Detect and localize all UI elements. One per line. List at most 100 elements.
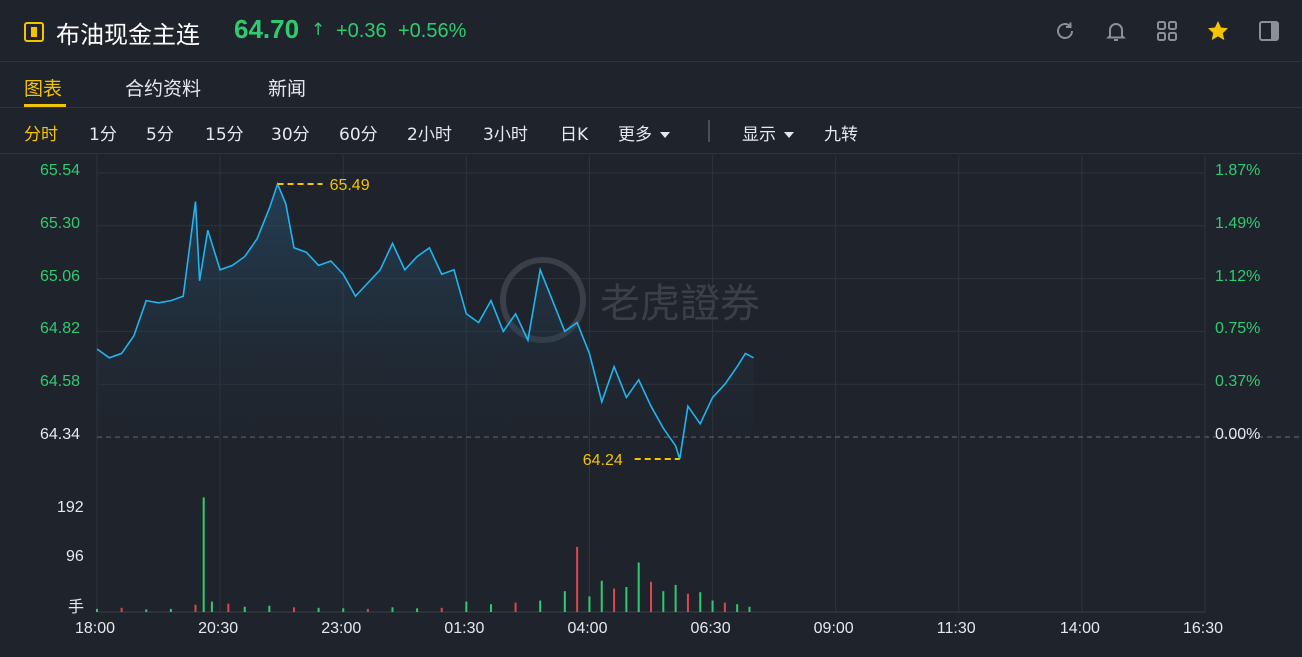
x-tick: 20:30 bbox=[198, 620, 239, 637]
watermark-text: 老虎證券 bbox=[600, 281, 760, 327]
active-tab-indicator bbox=[24, 104, 66, 107]
price-series: 65.49 64.24 bbox=[96, 177, 754, 469]
volume-bar bbox=[416, 608, 419, 612]
low-marker-label: 64.24 bbox=[583, 452, 623, 469]
volume-bar bbox=[243, 606, 246, 612]
refresh-icon[interactable] bbox=[1053, 19, 1077, 43]
period-bar: 分时 1分 5分 15分 30分 60分 2小时 3小时 日K 更多 显示 九转 bbox=[0, 108, 1302, 154]
tab-contract-info[interactable]: 合约资料 bbox=[125, 78, 202, 100]
volume-bar bbox=[613, 588, 616, 612]
volume-bar bbox=[465, 601, 468, 612]
x-tick: 06:30 bbox=[690, 620, 731, 637]
volume-bar bbox=[202, 497, 205, 612]
period-15min[interactable]: 15分 bbox=[205, 125, 244, 145]
period-2hour[interactable]: 2小时 bbox=[407, 125, 452, 145]
period-intraday[interactable]: 分时 bbox=[24, 125, 58, 145]
y-right-tick: 0.00% bbox=[1215, 426, 1261, 443]
volume-bar bbox=[662, 591, 665, 612]
y-right-tick: 1.12% bbox=[1215, 267, 1261, 285]
y-right-tick: 1.49% bbox=[1215, 214, 1261, 232]
volume-tick: 手 bbox=[68, 599, 85, 616]
volume-bar bbox=[317, 607, 320, 612]
contract-title: 布油现金主连 bbox=[56, 21, 200, 49]
display-dropdown[interactable]: 显示 bbox=[742, 120, 794, 145]
volume-bar bbox=[96, 608, 98, 612]
volume-bar bbox=[674, 584, 677, 612]
volume-bar bbox=[489, 604, 492, 612]
volume-bar bbox=[723, 602, 726, 612]
chevron-down-icon bbox=[784, 132, 794, 138]
period-30min[interactable]: 30分 bbox=[271, 125, 310, 145]
tab-news[interactable]: 新闻 bbox=[268, 78, 307, 100]
volume-bar bbox=[600, 580, 603, 612]
y-right-tick: 0.75% bbox=[1215, 320, 1261, 338]
up-arrow-icon: ↑ bbox=[311, 20, 326, 40]
volume-bar bbox=[145, 609, 148, 612]
x-tick: 16:30 bbox=[1183, 620, 1224, 637]
price-area bbox=[97, 184, 754, 459]
chart-area[interactable]: 老虎證券 65.49 64.24 65.54 65.30 65.06 64.82 64.5… bbox=[0, 155, 1302, 653]
tab-chart[interactable]: 图表 bbox=[24, 78, 63, 100]
volume-bar bbox=[650, 581, 652, 612]
chart-svg[interactable]: 老虎證券 65.49 64.24 bbox=[0, 155, 1302, 653]
period-60min[interactable]: 60分 bbox=[339, 125, 378, 145]
display-label: 显示 bbox=[742, 125, 776, 145]
x-tick: 04:00 bbox=[567, 620, 608, 637]
volume-tick: 192 bbox=[57, 499, 84, 516]
price-line bbox=[96, 181, 754, 460]
period-5min[interactable]: 5分 bbox=[146, 125, 174, 145]
period-1min[interactable]: 1分 bbox=[89, 125, 117, 145]
volume-bar bbox=[391, 607, 394, 612]
volume-bar bbox=[342, 608, 345, 612]
y-left-tick: 64.34 bbox=[40, 426, 81, 443]
volume-bar bbox=[576, 546, 579, 612]
y-left-tick: 65.06 bbox=[40, 267, 81, 285]
volume-bar bbox=[625, 587, 628, 612]
panel-icon[interactable] bbox=[1257, 19, 1281, 43]
volume-bar bbox=[588, 596, 591, 612]
tab-bar: 图表 合约资料 新闻 bbox=[0, 62, 1302, 108]
x-tick: 09:00 bbox=[813, 620, 854, 637]
last-price: 64.70 bbox=[234, 14, 300, 44]
volume-bar bbox=[514, 602, 517, 612]
star-icon[interactable] bbox=[1206, 19, 1230, 43]
volume-bar bbox=[292, 607, 295, 612]
volume-bar bbox=[268, 605, 271, 612]
volume-bar bbox=[637, 562, 640, 612]
bell-icon[interactable] bbox=[1104, 19, 1128, 43]
x-tick: 01:30 bbox=[444, 620, 485, 637]
y-left-tick: 65.54 bbox=[40, 162, 81, 179]
x-tick: 18:00 bbox=[75, 620, 116, 637]
grid-icon[interactable] bbox=[1155, 19, 1179, 43]
volume-series bbox=[96, 497, 751, 612]
volume-bar bbox=[686, 593, 689, 612]
x-tick: 23:00 bbox=[321, 620, 362, 637]
volume-bar bbox=[539, 600, 542, 612]
volume-bar bbox=[120, 607, 123, 612]
volume-bar bbox=[748, 606, 751, 612]
high-marker-label: 65.49 bbox=[330, 177, 370, 194]
price-change: +0.36 bbox=[336, 20, 387, 42]
header: 布油现金主连 64.70 ↑ +0.36 +0.56% bbox=[0, 0, 1302, 62]
x-tick: 11:30 bbox=[936, 620, 976, 637]
y-right-tick: 0.37% bbox=[1215, 373, 1261, 391]
more-dropdown[interactable]: 更多 bbox=[618, 120, 670, 145]
chevron-down-icon bbox=[660, 132, 670, 138]
x-tick: 14:00 bbox=[1059, 620, 1100, 637]
volume-bar bbox=[563, 591, 566, 612]
y-left-tick: 65.30 bbox=[40, 214, 81, 232]
contract-tag-icon bbox=[24, 22, 44, 42]
volume-bar bbox=[736, 604, 739, 612]
volume-tick: 96 bbox=[66, 548, 84, 565]
volume-bar bbox=[366, 608, 369, 612]
period-3hour[interactable]: 3小时 bbox=[483, 125, 528, 145]
volume-bar bbox=[227, 603, 230, 612]
volume-bar bbox=[169, 608, 172, 612]
nine-turn-button[interactable]: 九转 bbox=[824, 125, 858, 145]
volume-bar bbox=[210, 601, 213, 612]
period-daily[interactable]: 日K bbox=[560, 125, 589, 145]
more-label: 更多 bbox=[618, 125, 652, 145]
price-change-percent: +0.56% bbox=[398, 20, 467, 42]
toolbar-divider bbox=[708, 120, 710, 142]
volume-bar bbox=[711, 600, 714, 612]
